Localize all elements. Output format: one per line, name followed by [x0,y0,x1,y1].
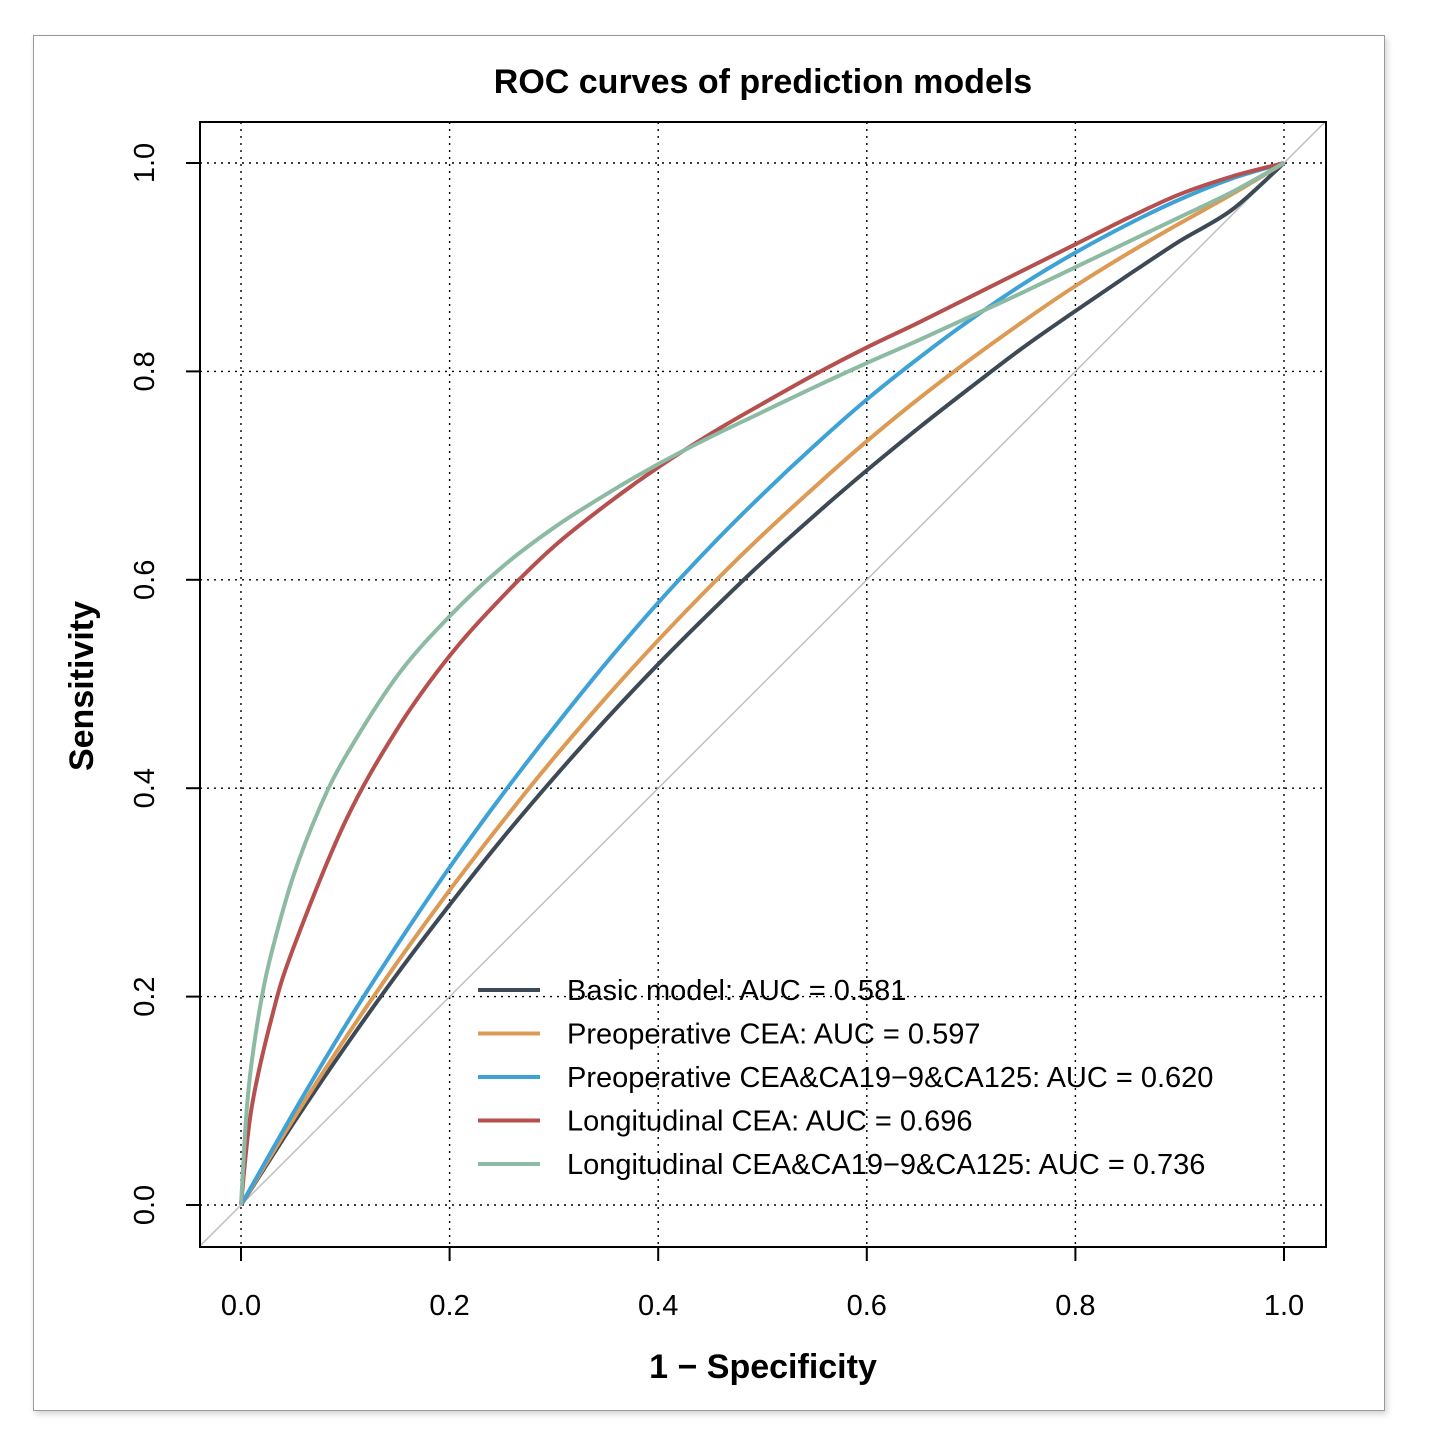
legend-label-4: Longitudinal CEA: AUC = 0.696 [567,1106,972,1138]
y-tick-label: 1.0 [129,143,161,183]
grid [200,122,1326,1247]
y-tick-label: 0.0 [129,1185,161,1225]
y-tick-label: 0.4 [129,768,161,808]
x-tick-label: 0.4 [638,1290,678,1322]
x-axis: 0.0 0.2 0.4 0.6 0.8 1.0 [221,1247,1304,1322]
legend: Basic model: AUC = 0.581 Preoperative CEA… [478,975,1213,1181]
plot-area-border [199,121,1327,1248]
x-axis-title: 1 − Specificity [649,1348,877,1386]
roc-curve-2 [239,161,1286,1207]
x-tick-label: 1.0 [1264,1290,1304,1322]
chart-title: ROC curves of prediction models [494,63,1032,101]
legend-label-1: Basic model: AUC = 0.581 [567,975,906,1007]
legend-label-3: Preoperative CEA&CA19−9&CA125: AUC = 0.6… [567,1062,1213,1094]
roc-curves [239,161,1286,1207]
legend-label-2: Preoperative CEA: AUC = 0.597 [567,1019,980,1051]
roc-curve-3 [239,161,1285,1206]
y-axis: 0.0 0.2 0.4 0.6 0.8 1.0 [129,143,200,1225]
y-tick-label: 0.8 [129,351,161,391]
figure-frame [33,35,1385,1411]
x-tick-label: 0.8 [1055,1290,1095,1322]
roc-curve-5 [239,161,1285,1206]
reference-diagonal [199,121,1326,1247]
y-tick-label: 0.2 [129,976,161,1016]
x-tick-label: 0.6 [847,1290,887,1322]
y-tick-label: 0.6 [129,560,161,600]
legend-label-5: Longitudinal CEA&CA19−9&CA125: AUC = 0.7… [567,1149,1205,1181]
roc-curve-4 [239,161,1285,1206]
x-tick-label: 0.0 [221,1290,261,1322]
y-axis-title: Sensitivity [63,601,101,771]
x-tick-label: 0.2 [429,1290,469,1322]
roc-curve-1 [239,161,1286,1207]
